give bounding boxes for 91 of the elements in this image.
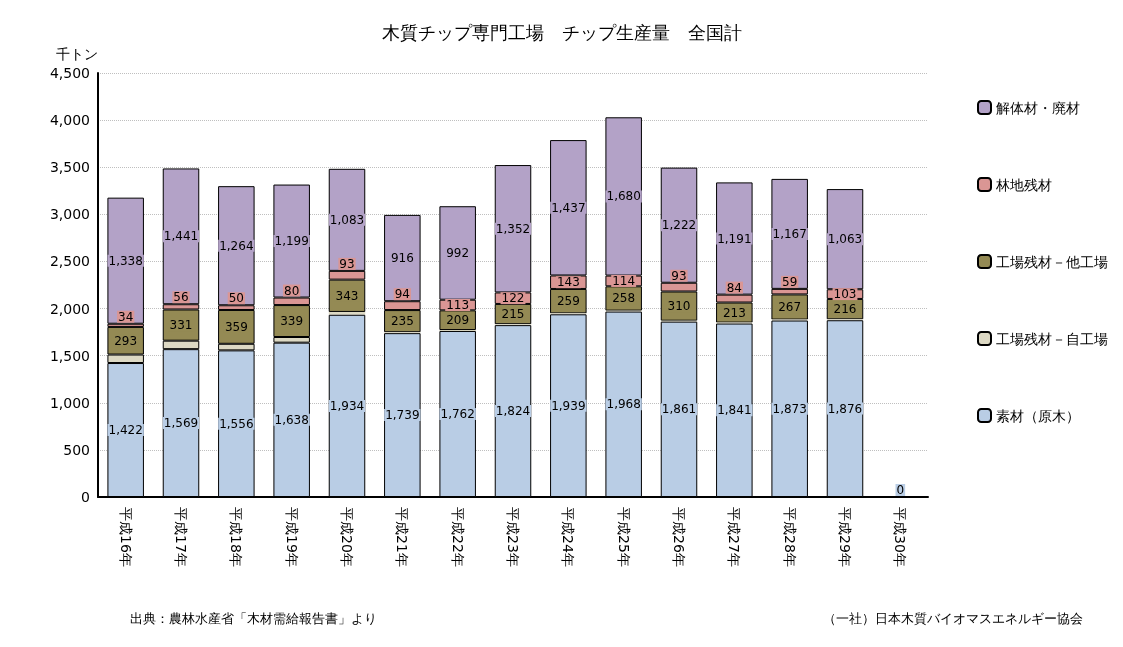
x-tick-label: 平成22年 xyxy=(449,507,466,567)
data-label: 93 xyxy=(339,256,355,271)
data-label: 1,352 xyxy=(495,221,531,236)
data-label: 122 xyxy=(501,291,525,306)
data-label: 1,063 xyxy=(827,232,863,247)
data-label: 1,638 xyxy=(274,412,309,427)
x-tick-label: 平成16年 xyxy=(117,507,134,567)
data-label: 1,876 xyxy=(827,401,863,416)
data-label: 259 xyxy=(556,294,580,309)
data-label: 56 xyxy=(173,290,189,305)
data-label: 103 xyxy=(833,287,857,302)
data-label: 267 xyxy=(778,300,802,314)
x-tick-label: 平成17年 xyxy=(173,507,189,567)
data-label: 34 xyxy=(118,309,134,324)
x-tick-label: 平成24年 xyxy=(560,507,577,567)
y-tick-label: 2,500 xyxy=(49,253,90,270)
data-label: 1,191 xyxy=(717,231,752,246)
data-label: 216 xyxy=(833,302,857,317)
data-label: 1,762 xyxy=(440,406,475,421)
y-tick-label: 2,000 xyxy=(49,300,90,317)
data-label: 1,569 xyxy=(163,416,199,431)
data-label: 339 xyxy=(280,314,304,329)
chart-title: 木質チップ専門工場 チップ生産量 全国計 xyxy=(381,21,742,43)
data-label: 343 xyxy=(335,288,359,303)
y-tick-label: 4,000 xyxy=(49,112,90,129)
data-label: 359 xyxy=(224,319,248,334)
data-label: 213 xyxy=(722,305,746,320)
data-label: 1,939 xyxy=(551,398,586,413)
data-label: 293 xyxy=(114,333,138,348)
x-tick-label: 平成27年 xyxy=(726,507,743,567)
text: （一社）日本木質バイオマスエネルギー協会 xyxy=(823,611,1083,626)
data-label: 1,873 xyxy=(772,401,807,416)
data-label: 93 xyxy=(671,268,687,283)
x-tick-label: 平成25年 xyxy=(615,507,632,567)
data-label: 1,934 xyxy=(329,398,365,413)
y-tick-label: 3,000 xyxy=(49,206,90,223)
data-label: 1,841 xyxy=(717,403,752,418)
y-tick-label: 1,000 xyxy=(49,394,90,411)
data-label: 331 xyxy=(169,318,193,333)
x-tick-label: 平成19年 xyxy=(283,507,300,567)
data-label: 114 xyxy=(612,273,636,288)
data-label: 1,422 xyxy=(108,423,143,438)
data-label: 235 xyxy=(390,314,414,329)
data-label: 1,222 xyxy=(661,218,697,233)
data-label: 94 xyxy=(394,287,410,302)
data-label: 113 xyxy=(446,298,470,313)
source-note: 出典：農林水産省「木材需給報告書」より xyxy=(130,611,377,626)
data-label: 209 xyxy=(446,313,470,328)
data-label: 1,437 xyxy=(551,200,586,215)
data-label: 50 xyxy=(228,291,244,306)
x-tick-label: 平成20年 xyxy=(339,507,355,567)
data-label: 0 xyxy=(896,483,905,497)
x-tick-label: 平成26年 xyxy=(671,507,687,567)
y-tick-label: 500 xyxy=(63,441,90,458)
legend-label: 工場残材－自工場 xyxy=(996,330,1108,347)
data-label: 1,264 xyxy=(219,238,254,253)
data-label: 1,167 xyxy=(772,226,807,241)
legend-label: 林地残材 xyxy=(995,176,1052,193)
data-label: 215 xyxy=(501,307,525,322)
data-label: 84 xyxy=(726,280,742,295)
y-tick-label: 3,500 xyxy=(49,159,90,176)
data-label: 59 xyxy=(782,274,798,289)
data-label: 916 xyxy=(390,251,414,266)
data-label: 1,441 xyxy=(163,229,199,244)
x-tick-label: 平成28年 xyxy=(781,507,798,567)
data-label: 1,824 xyxy=(495,404,531,419)
x-tick-label: 平成18年 xyxy=(228,507,245,567)
legend-label: 素材（原木） xyxy=(996,407,1080,424)
data-label: 1,968 xyxy=(606,397,641,412)
data-label: 1,556 xyxy=(219,416,254,431)
y-tick-label: 0 xyxy=(81,489,90,505)
data-label: 1,338 xyxy=(108,253,143,268)
x-tick-label: 平成30年 xyxy=(892,507,909,567)
x-tick-label: 平成21年 xyxy=(394,507,411,567)
data-label: 1,199 xyxy=(274,234,309,249)
data-label: 1,739 xyxy=(385,408,420,423)
data-label: 1,861 xyxy=(661,402,697,417)
data-label: 310 xyxy=(667,299,691,314)
y-tick-label: 4,500 xyxy=(49,65,90,81)
data-label: 1,083 xyxy=(329,212,365,227)
x-tick-label: 平成23年 xyxy=(505,507,521,567)
data-label: 1,680 xyxy=(606,189,641,204)
y-axis-title: 千トン xyxy=(56,46,98,62)
legend-label: 解体材・廃材 xyxy=(996,99,1080,116)
legend-label: 工場残材－他工場 xyxy=(996,253,1108,270)
data-label: 80 xyxy=(284,283,300,298)
data-label: 992 xyxy=(446,245,470,260)
data-label: 258 xyxy=(612,291,636,306)
data-label: 143 xyxy=(556,275,580,290)
x-tick-label: 平成29年 xyxy=(837,507,853,567)
y-tick-label: 1,500 xyxy=(49,347,90,364)
